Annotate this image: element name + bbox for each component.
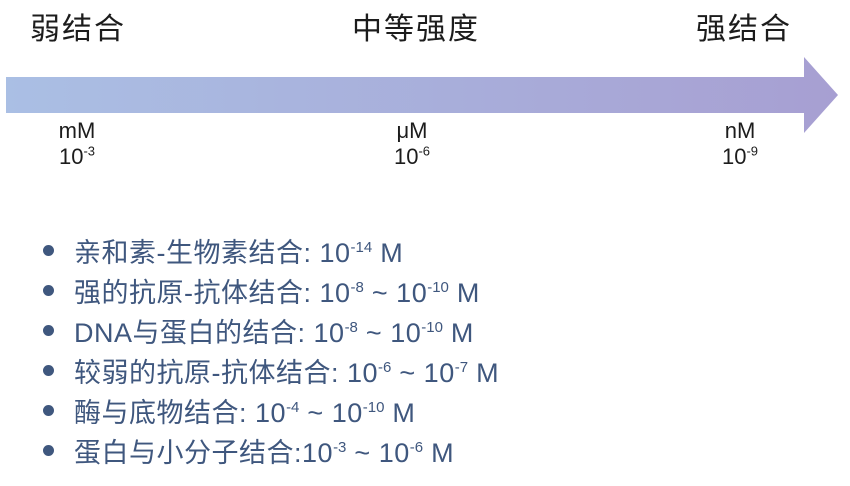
list-item: DNA与蛋白的结合: 10-8 ~ 10-10 M: [43, 310, 499, 350]
bullet-icon: [43, 324, 54, 336]
bullet-icon: [43, 244, 54, 256]
affinity-list: 亲和素-生物素结合: 10-14 M 强的抗原-抗体结合: 10-8 ~ 10-1…: [43, 230, 499, 470]
bullet-icon: [43, 404, 54, 416]
list-item: 较弱的抗原-抗体结合: 10-6 ~ 10-7 M: [43, 350, 499, 390]
label-medium-strength: 中等强度: [352, 13, 480, 46]
bullet-icon: [43, 364, 54, 376]
tick-value: 10-9: [721, 143, 759, 169]
list-item: 亲和素-生物素结合: 10-14 M: [43, 230, 499, 270]
list-item: 酶与底物结合: 10-4 ~ 10-10 M: [43, 390, 499, 430]
list-item-text: 蛋白与小分子结合:10-3 ~ 10-6 M: [74, 437, 455, 468]
tick-unit: nM: [724, 118, 756, 143]
gradient-arrow-right-icon: [6, 57, 838, 133]
list-item: 蛋白与小分子结合:10-3 ~ 10-6 M: [43, 430, 499, 470]
tick-unit: mM: [58, 118, 96, 143]
scale-tick-nM: nM 10-9: [722, 118, 758, 170]
scale-tick-mM: mM 10-3: [59, 118, 96, 170]
bullet-icon: [43, 444, 54, 456]
tick-value: 10-6: [393, 143, 431, 169]
tick-value: 10-3: [58, 143, 96, 169]
list-item-text: DNA与蛋白的结合: 10-8 ~ 10-10 M: [74, 317, 474, 348]
list-item: 强的抗原-抗体结合: 10-8 ~ 10-10 M: [43, 270, 499, 310]
list-item-text: 强的抗原-抗体结合: 10-8 ~ 10-10 M: [74, 277, 480, 308]
list-item-text: 较弱的抗原-抗体结合: 10-6 ~ 10-7 M: [74, 357, 500, 388]
label-weak-binding: 弱结合: [30, 13, 126, 46]
scale-tick-uM: μM 10-6: [394, 118, 430, 170]
tick-unit: μM: [396, 118, 428, 143]
list-item-text: 酶与底物结合: 10-4 ~ 10-10 M: [74, 397, 416, 428]
label-strong-binding: 强结合: [696, 13, 792, 46]
list-item-text: 亲和素-生物素结合: 10-14 M: [74, 237, 404, 268]
bullet-icon: [43, 284, 54, 296]
